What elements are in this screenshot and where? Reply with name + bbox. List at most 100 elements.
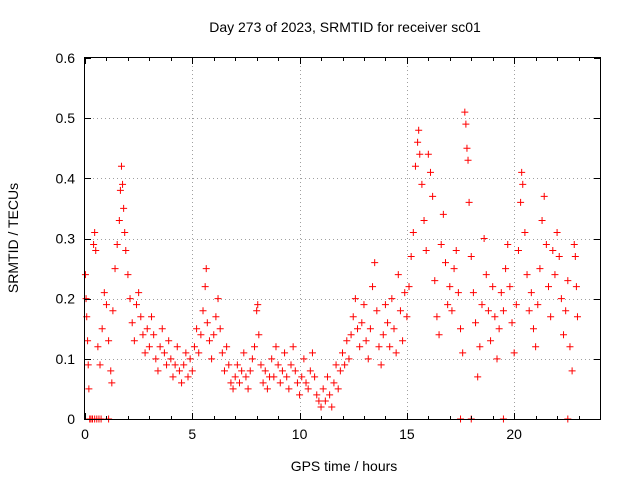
data-point [289, 343, 297, 351]
data-point [225, 361, 233, 369]
data-point [254, 301, 262, 309]
data-point [377, 361, 385, 369]
data-point [482, 271, 490, 279]
data-point [538, 216, 546, 224]
data-point [529, 325, 537, 333]
data-point [298, 373, 306, 381]
data-point [399, 337, 407, 345]
y-tick-label: 0.3 [56, 231, 76, 247]
data-point [165, 337, 173, 345]
data-point [375, 343, 383, 351]
data-point [409, 228, 417, 236]
data-point [300, 355, 308, 363]
data-point [109, 307, 117, 315]
data-point [553, 228, 561, 236]
data-point [184, 373, 192, 381]
data-point [392, 349, 400, 357]
data-point [349, 313, 357, 321]
data-point [457, 325, 465, 333]
y-tick-label: 0.1 [56, 351, 76, 367]
data-point [518, 168, 526, 176]
data-point [476, 343, 484, 351]
data-point [323, 373, 331, 381]
data-point [341, 361, 349, 369]
data-point [435, 331, 443, 339]
data-point [405, 283, 413, 291]
data-point [117, 162, 125, 170]
data-point [296, 391, 304, 399]
data-point [270, 373, 278, 381]
data-point [478, 301, 486, 309]
data-point [573, 313, 581, 321]
data-point [291, 367, 299, 375]
plot-frame [84, 57, 601, 420]
x-axis-label: GPS time / hours [291, 458, 398, 474]
data-point [469, 289, 477, 297]
data-point [369, 283, 377, 291]
data-point [319, 385, 327, 393]
data-point [326, 391, 334, 399]
data-point [411, 162, 419, 170]
data-point [81, 271, 89, 279]
data-point [285, 385, 293, 393]
data-point [242, 373, 250, 381]
data-point [255, 331, 263, 339]
data-point [334, 385, 342, 393]
data-point [351, 295, 359, 303]
data-point [278, 367, 286, 375]
data-point [502, 265, 510, 273]
data-point [216, 325, 224, 333]
data-point [462, 120, 470, 128]
data-point [315, 397, 323, 405]
data-point [190, 343, 198, 351]
data-point [96, 361, 104, 369]
data-point [415, 126, 423, 134]
data-point [364, 355, 372, 363]
data-point [555, 253, 563, 261]
y-tick-labels: 0 0.1 0.2 0.3 0.4 0.5 0.6 [56, 50, 76, 427]
data-point [566, 343, 574, 351]
data-point [227, 379, 235, 387]
data-point [82, 295, 90, 303]
data-point [426, 168, 434, 176]
data-point [568, 367, 576, 375]
data-point [437, 241, 445, 249]
data-point [356, 343, 364, 351]
data-point [328, 403, 336, 411]
data-point [133, 301, 140, 309]
data-point [158, 325, 166, 333]
data-point [487, 337, 495, 345]
data-point [186, 355, 194, 363]
data-point [276, 379, 284, 387]
y-tick-label: 0.6 [56, 50, 76, 66]
data-point [429, 192, 437, 200]
data-point [253, 307, 261, 315]
data-point [306, 367, 314, 375]
data-point [121, 228, 129, 236]
data-point [510, 349, 518, 357]
data-point [268, 355, 276, 363]
data-point [154, 367, 162, 375]
data-point [532, 343, 540, 351]
data-point [414, 138, 422, 146]
data-point [474, 373, 482, 381]
data-point [418, 180, 426, 188]
data-point [506, 283, 514, 291]
data-point [195, 349, 203, 357]
data-point [113, 241, 121, 249]
data-point [416, 150, 424, 158]
data-point [203, 319, 211, 327]
data-point [143, 325, 151, 333]
data-point [347, 331, 355, 339]
data-point [545, 283, 552, 291]
data-point [508, 319, 516, 327]
data-point [116, 186, 124, 194]
data-point [152, 355, 160, 363]
data-point [450, 265, 458, 273]
data-point [339, 349, 346, 357]
data-point [517, 198, 525, 206]
data-point [115, 216, 123, 224]
data-point [549, 247, 557, 255]
data-point [422, 247, 430, 255]
